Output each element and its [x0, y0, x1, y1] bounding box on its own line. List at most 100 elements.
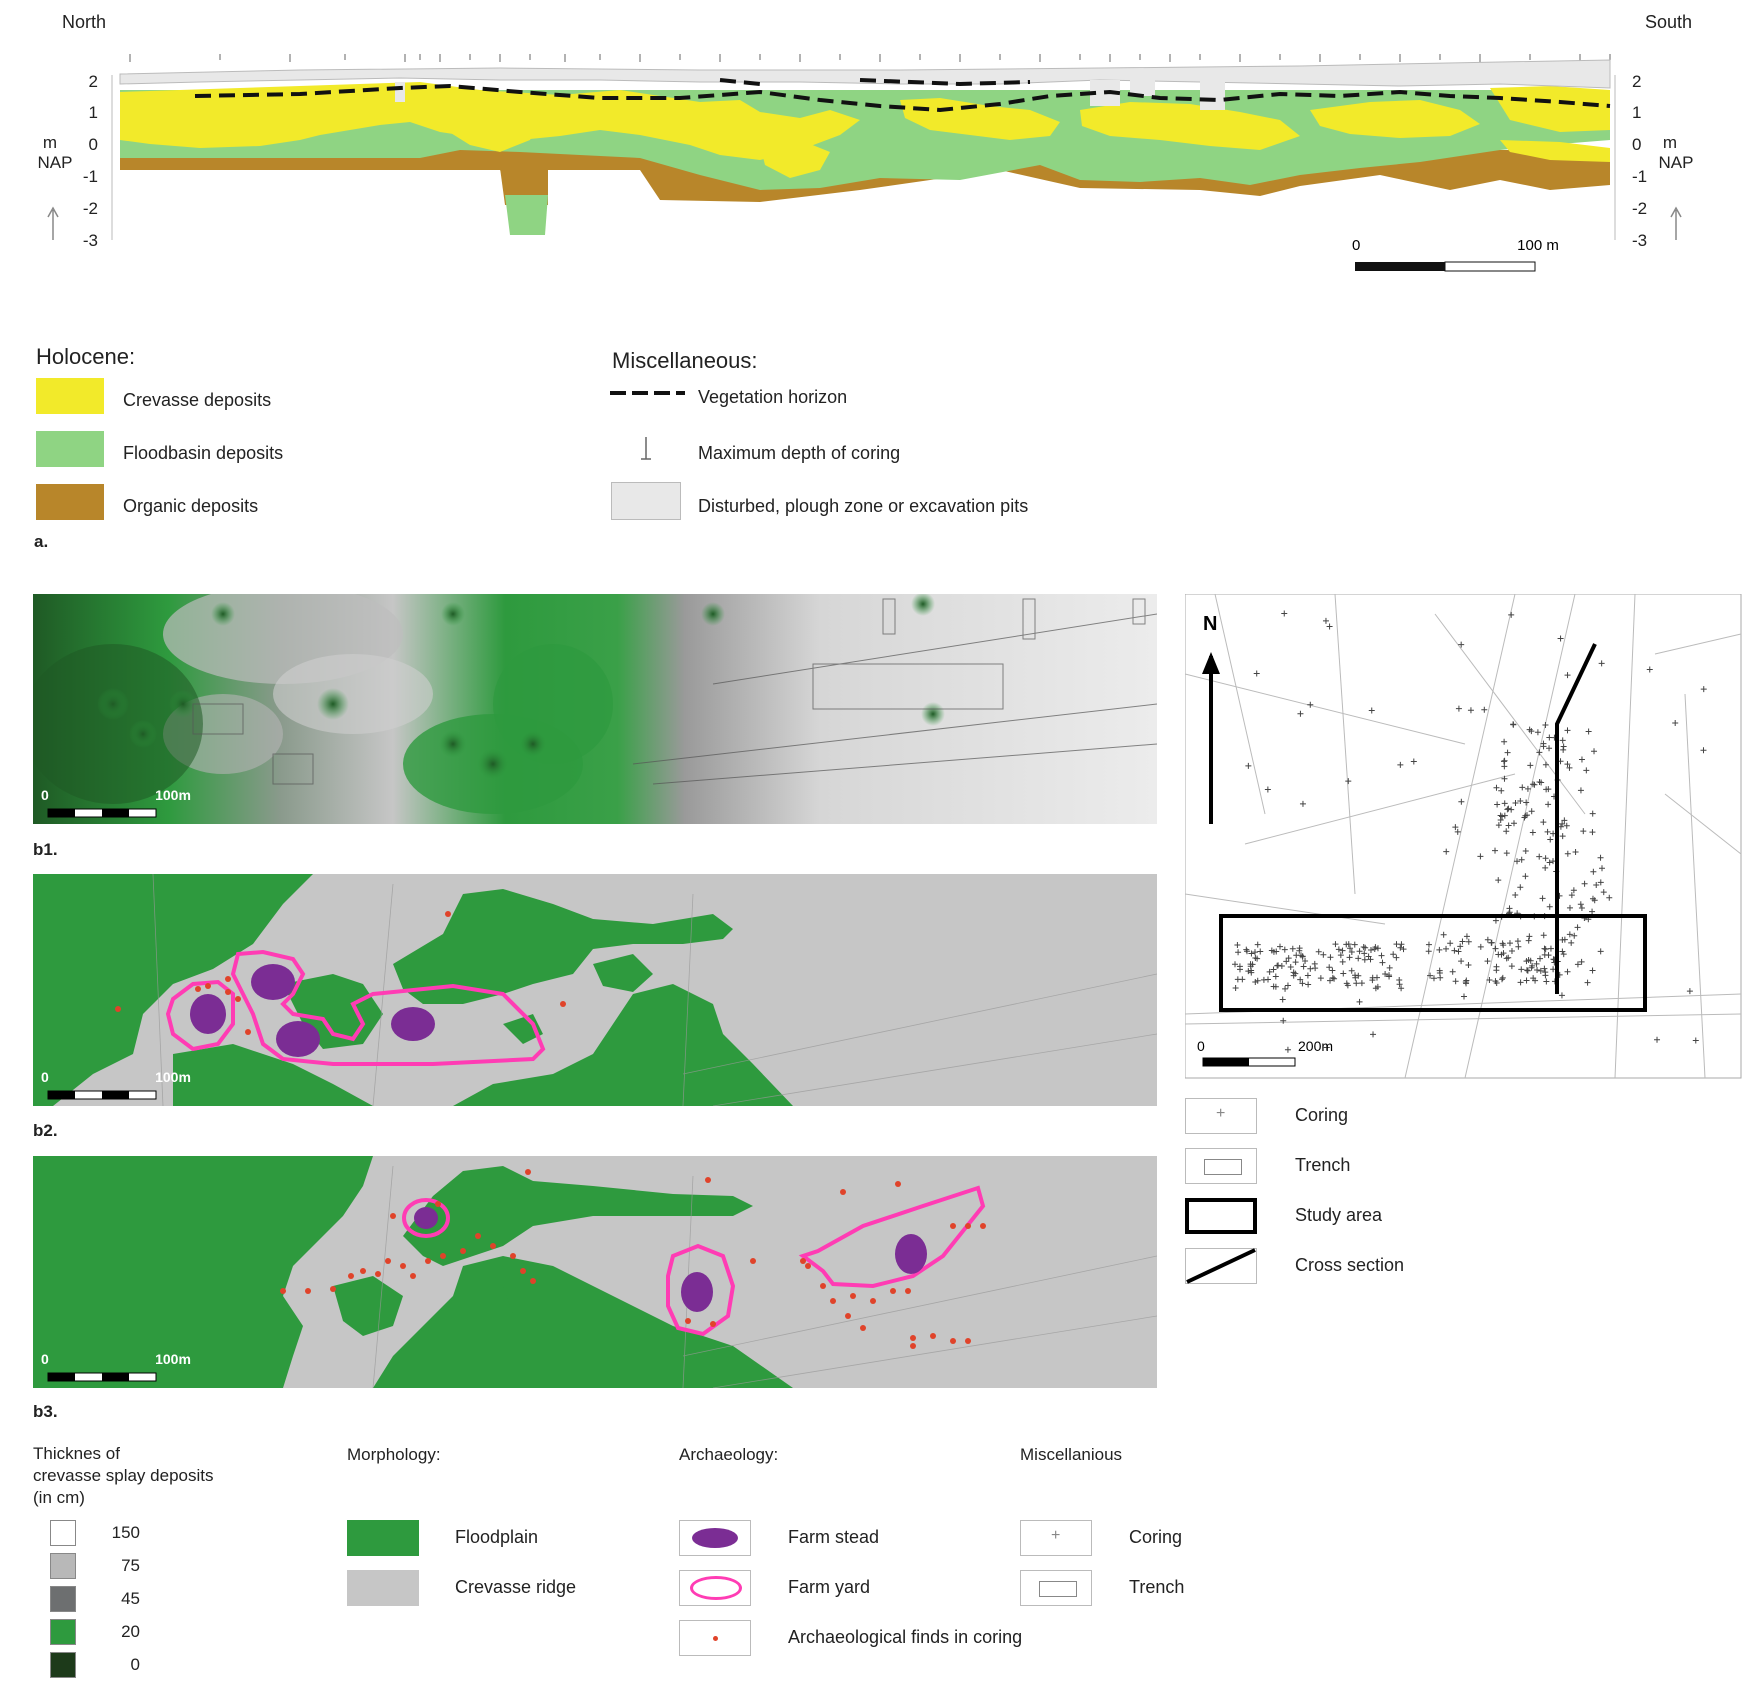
coring-b-label: Coring [1129, 1527, 1183, 1547]
trench-icon [1204, 1159, 1242, 1175]
coring-mark [1540, 932, 1547, 939]
coring-mark [1523, 977, 1530, 984]
coring-mark [1578, 905, 1585, 912]
coring-mark [1410, 758, 1417, 765]
coring-mark [1347, 945, 1354, 952]
coring-mark [1477, 943, 1484, 950]
coring-mark [1523, 967, 1530, 974]
coring-mark [1254, 941, 1261, 948]
coring-mark [1542, 855, 1549, 862]
coring-mark [1599, 865, 1605, 872]
coring-mark [1320, 951, 1327, 958]
coring-mark [1494, 801, 1501, 808]
coring-mark [1499, 940, 1506, 947]
coring-mark [1581, 880, 1588, 887]
coring-mark [1523, 799, 1530, 806]
scale-start: 0 [41, 1351, 49, 1367]
scale-end: 100 m [1517, 237, 1559, 254]
organic-label: Organic deposits [123, 496, 259, 516]
floodplain-area [33, 1156, 373, 1388]
coring-mark [1289, 945, 1296, 952]
coring-mark [1300, 963, 1307, 970]
coring-mark [1584, 979, 1591, 986]
coring-mark [1265, 976, 1272, 983]
coring-mark [1317, 975, 1324, 982]
coring-mark [1593, 882, 1600, 889]
thickness-value: 150 [111, 1523, 140, 1542]
coring-mark [1542, 946, 1549, 953]
coring-mark [1564, 672, 1571, 679]
scale-bar-b3: 0 100m [41, 1351, 191, 1382]
coring-mark [1572, 848, 1579, 855]
organic-swatch [36, 484, 104, 520]
coring-mark [1292, 970, 1299, 977]
coring-mark [1508, 611, 1515, 618]
coring-mark [1503, 955, 1510, 962]
coring-mark [1568, 892, 1575, 899]
overview-coring-label: Coring [1295, 1105, 1349, 1125]
coring-mark [1486, 977, 1493, 984]
coring-mark [1335, 946, 1342, 953]
coring-mark [1577, 787, 1584, 794]
coring-mark [1515, 943, 1522, 950]
coring-mark [1589, 895, 1596, 902]
coring-mark [1467, 707, 1474, 714]
coring-mark [1495, 822, 1502, 829]
coring-mark [1270, 983, 1277, 990]
coring-mark [1499, 976, 1506, 983]
morphology-title: Morphology: [347, 1445, 441, 1464]
y-tick-right: -3 [1632, 231, 1647, 250]
finds-label: Archaeological finds in coring [788, 1627, 1023, 1647]
coring-mark [1356, 998, 1363, 1005]
coring-mark [1547, 945, 1554, 952]
right-axis: 2 1 0 -1 -2 -3 m NAP [1614, 72, 1693, 250]
coring-mark [1235, 949, 1242, 956]
coring-mark [1512, 891, 1519, 898]
coring-mark [1547, 836, 1554, 843]
coring-mark [1492, 847, 1499, 854]
coring-mark [1272, 973, 1279, 980]
coring-mark [1458, 798, 1465, 805]
y-tick-left: 0 [89, 135, 98, 154]
thickness-swatch [50, 1520, 76, 1546]
coring-mark [1514, 938, 1521, 945]
coring-mark [1529, 781, 1536, 788]
coring-mark [1373, 974, 1380, 981]
coring-mark [1281, 610, 1288, 617]
coring-mark [1360, 944, 1367, 951]
coring-mark [1243, 946, 1250, 953]
coring-mark [1452, 978, 1459, 985]
unit-m-left: m [43, 133, 57, 152]
coring-mark [1252, 954, 1259, 961]
coring-mark [1577, 901, 1584, 908]
coring-mark [1248, 950, 1255, 957]
coring-mark [1692, 1037, 1699, 1044]
coring-mark [1524, 967, 1531, 974]
coring-mark [1508, 963, 1515, 970]
coring-depth-label: Maximum depth of coring [698, 443, 901, 463]
coring-mark [1589, 908, 1596, 915]
coring-mark [1302, 957, 1309, 964]
coring-mark [1542, 721, 1549, 728]
coring-mark [1425, 941, 1432, 948]
coring-mark [1355, 955, 1362, 962]
coring-mark [1296, 947, 1303, 954]
panel-label-b1: b1. [33, 840, 58, 859]
coring-mark [1400, 946, 1407, 953]
panel-label-b3: b3. [33, 1402, 58, 1421]
coring-mark [1273, 948, 1280, 955]
coring-mark [1543, 786, 1550, 793]
coring-mark [1542, 969, 1549, 976]
y-tick-right: 1 [1632, 103, 1641, 122]
coring-mark [1425, 948, 1432, 955]
floodplain-swatch [347, 1520, 419, 1556]
map-b3: 0 100m [33, 1156, 1157, 1388]
coring-mark [1523, 958, 1530, 965]
crevasse-swatch [36, 378, 104, 414]
y-tick-left: -1 [83, 167, 98, 186]
scale-start: 0 [1352, 237, 1360, 254]
coring-mark [1304, 972, 1311, 979]
study-area-box [1219, 914, 1647, 1012]
coring-mark [1386, 964, 1393, 971]
coring-mark [1543, 978, 1550, 985]
